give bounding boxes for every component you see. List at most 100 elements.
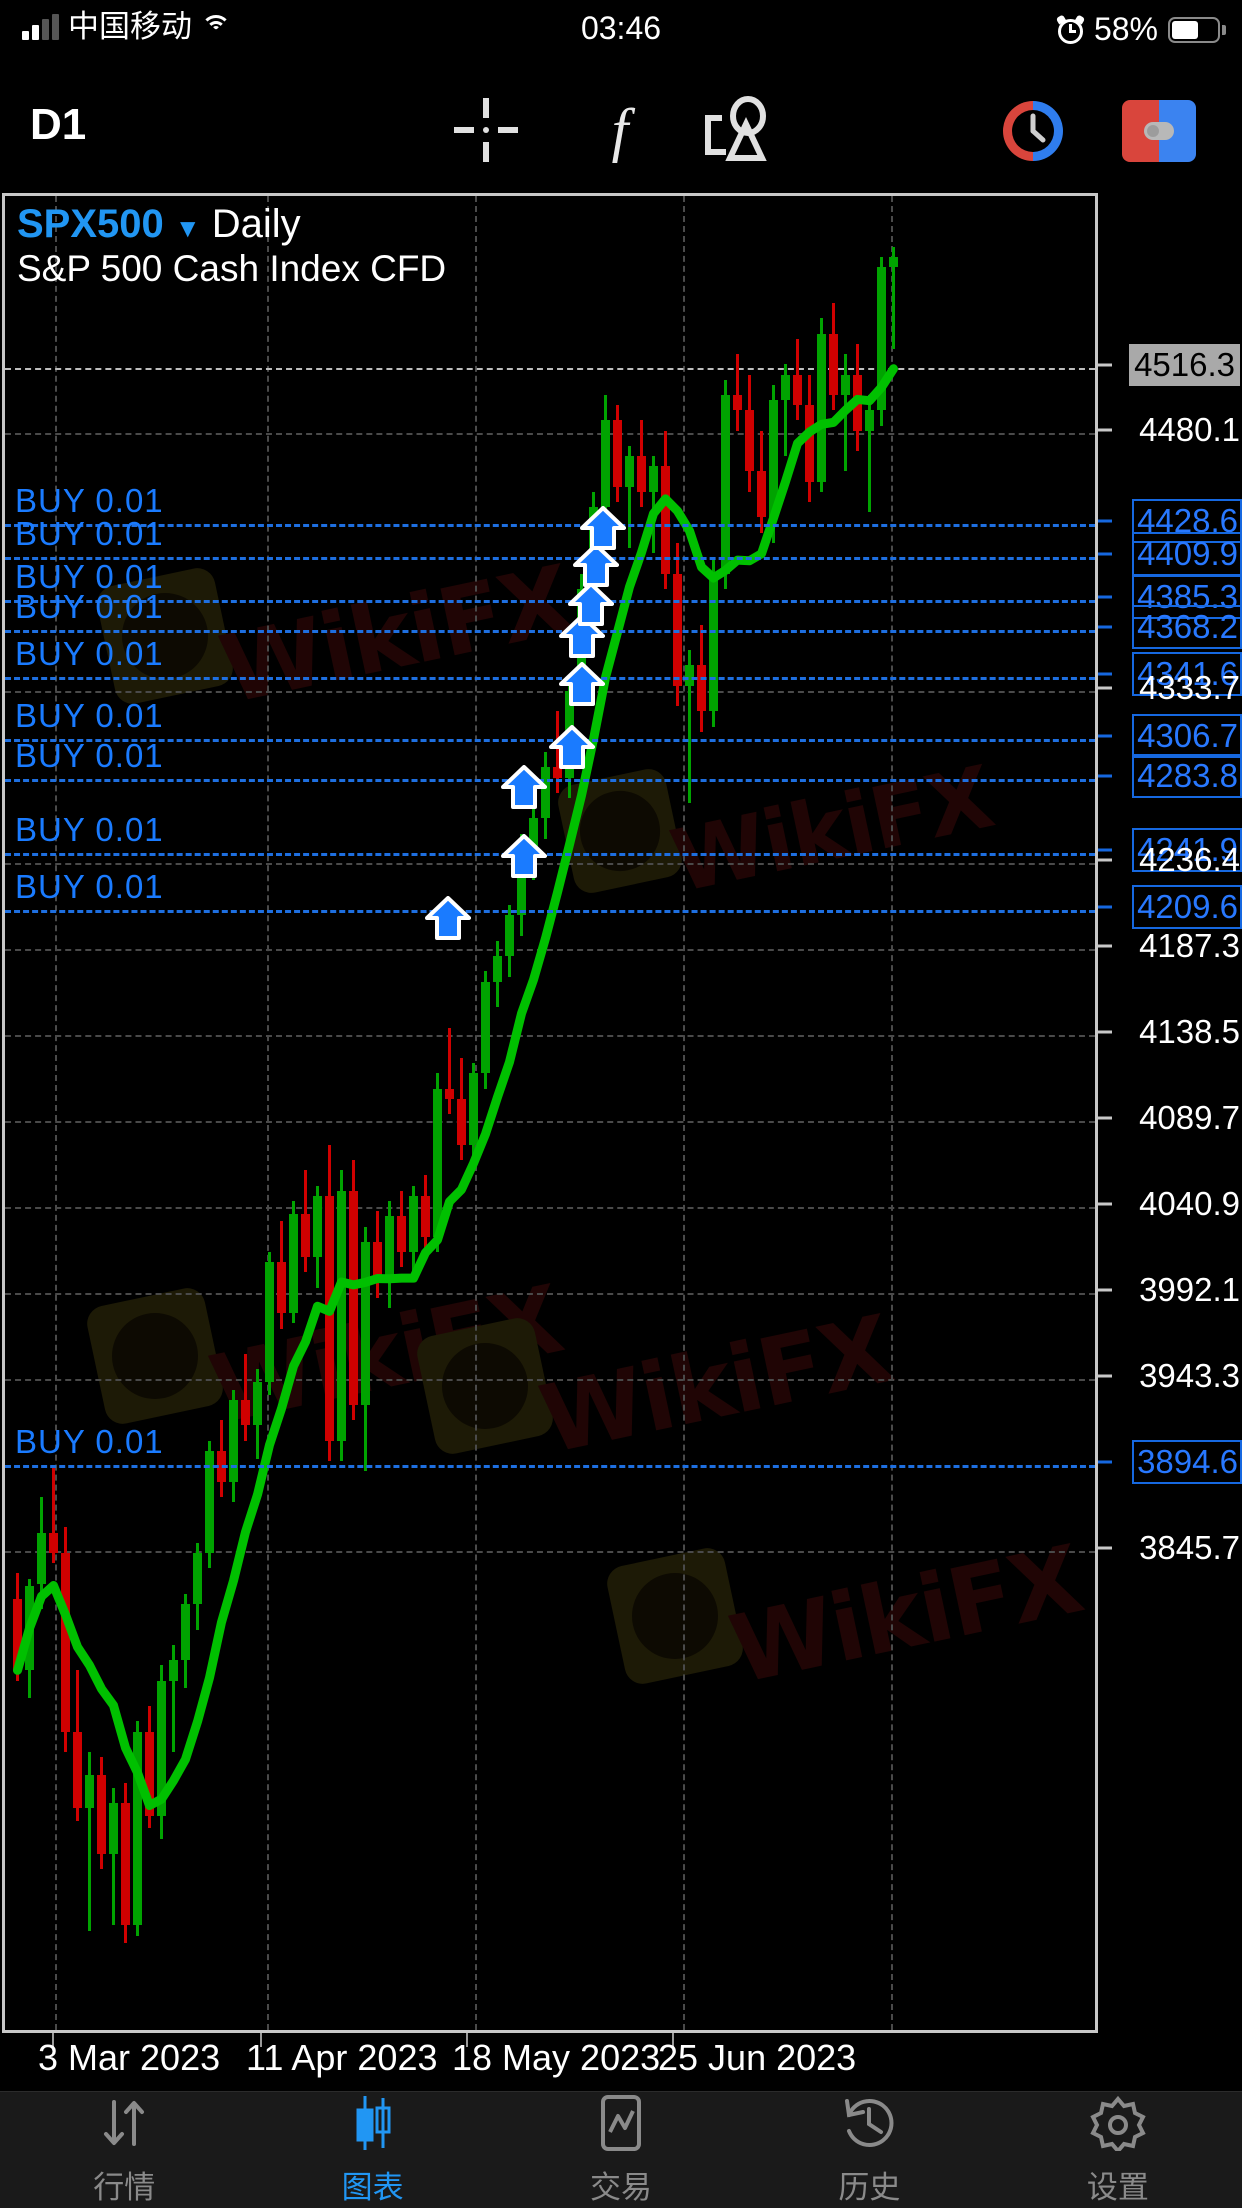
order-price-label[interactable]: 4368.2 bbox=[1132, 605, 1242, 649]
order-label[interactable]: BUY 0.01 bbox=[15, 515, 164, 552]
battery-icon bbox=[1168, 16, 1226, 43]
grid-line-vertical bbox=[55, 196, 57, 2030]
date-label: 18 May 2023 bbox=[452, 2037, 661, 2078]
status-bar: 中国移动 03:46 58% bbox=[0, 0, 1242, 66]
order-price-label[interactable]: 4241.9 bbox=[1132, 828, 1242, 872]
candle-body bbox=[97, 1774, 106, 1854]
candle-body bbox=[193, 1553, 202, 1604]
price-label: 4187.3 bbox=[1139, 927, 1240, 964]
candle-body bbox=[709, 573, 718, 712]
order-label[interactable]: BUY 0.01 bbox=[15, 811, 164, 848]
order-price-line[interactable] bbox=[5, 779, 1095, 782]
order-label[interactable]: BUY 0.01 bbox=[15, 697, 164, 734]
price-tick bbox=[1098, 1374, 1112, 1378]
buy-entry-arrow-icon[interactable] bbox=[573, 543, 619, 587]
candle-body bbox=[121, 1802, 130, 1926]
nav-item-history[interactable]: 历史 bbox=[745, 2092, 993, 2208]
trade-phone-icon bbox=[597, 2094, 645, 2152]
buy-entry-arrow-icon[interactable] bbox=[501, 834, 547, 878]
candle-wick bbox=[868, 394, 871, 513]
bottom-navigation[interactable]: 行情 图表 交易 历史 设置 bbox=[0, 2091, 1242, 2208]
price-tick bbox=[1098, 1030, 1112, 1034]
buy-entry-arrow-icon[interactable] bbox=[559, 662, 605, 706]
buy-entry-arrow-icon[interactable] bbox=[559, 614, 605, 658]
indicators-fx-icon[interactable]: f bbox=[611, 97, 629, 163]
price-label: 3992.1 bbox=[1139, 1271, 1240, 1308]
buy-entry-arrow-icon[interactable] bbox=[501, 765, 547, 809]
crosshair-icon[interactable] bbox=[450, 94, 522, 166]
order-price-line[interactable] bbox=[5, 677, 1095, 680]
candle-body bbox=[421, 1195, 430, 1237]
chevron-down-icon[interactable]: ▼ bbox=[174, 213, 201, 243]
nav-item-charts[interactable]: 图表 bbox=[248, 2092, 496, 2208]
buy-entry-arrow-icon[interactable] bbox=[549, 725, 595, 769]
candle-body bbox=[841, 374, 850, 395]
order-label[interactable]: BUY 0.01 bbox=[15, 482, 164, 519]
date-tick bbox=[466, 2033, 468, 2047]
order-price-line[interactable] bbox=[5, 630, 1095, 633]
carrier-label: 中国移动 bbox=[68, 9, 192, 44]
order-price-line[interactable] bbox=[5, 557, 1095, 560]
order-price-line[interactable] bbox=[5, 600, 1095, 603]
objects-icon[interactable] bbox=[700, 94, 776, 166]
chart-plot-area[interactable]: WikiFX WikiFX WikiFX WikiFX WikiFX BUY 0.01 BU… bbox=[5, 196, 1095, 2030]
order-price-label[interactable]: 4409.9 bbox=[1132, 532, 1242, 576]
nav-item-settings[interactable]: 设置 bbox=[994, 2092, 1242, 2208]
order-label[interactable]: BUY 0.01 bbox=[15, 737, 164, 774]
order-price-label[interactable]: 3894.6 bbox=[1132, 1440, 1242, 1484]
candle-body bbox=[397, 1216, 406, 1252]
price-tick bbox=[1098, 848, 1112, 852]
order-price-label[interactable]: 4341.6 bbox=[1132, 652, 1242, 696]
order-price-line[interactable] bbox=[5, 910, 1095, 913]
timeframe-button[interactable]: D1 bbox=[30, 100, 87, 149]
order-price-label[interactable]: 4385.3 bbox=[1132, 575, 1242, 619]
candle-body bbox=[553, 767, 562, 778]
candle-wick bbox=[244, 1354, 247, 1441]
grid-line-horizontal bbox=[5, 863, 1095, 865]
chart-canvas[interactable]: WikiFX WikiFX WikiFX WikiFX WikiFX BUY 0.01 BU… bbox=[2, 193, 1098, 2033]
order-price-line[interactable] bbox=[5, 853, 1095, 856]
order-label[interactable]: BUY 0.01 bbox=[15, 635, 164, 672]
order-label[interactable]: BUY 0.01 bbox=[15, 588, 164, 625]
candle-body bbox=[73, 1731, 82, 1809]
battery-percent-label: 58% bbox=[1093, 11, 1158, 47]
symbol-row[interactable]: SPX500 ▼ Daily bbox=[17, 202, 301, 247]
price-label: 4333.7 bbox=[1139, 669, 1240, 706]
symbol-label[interactable]: SPX500 bbox=[17, 202, 164, 246]
nav-item-quotes[interactable]: 行情 bbox=[0, 2092, 248, 2208]
order-price-line[interactable] bbox=[5, 524, 1095, 527]
candle-body bbox=[157, 1680, 166, 1816]
order-price-label[interactable]: 4283.8 bbox=[1132, 754, 1242, 798]
candle-body bbox=[889, 257, 898, 268]
trade-toggle-icon[interactable] bbox=[1122, 100, 1196, 162]
candle-wick bbox=[172, 1644, 175, 1752]
buy-entry-arrow-icon[interactable] bbox=[425, 896, 471, 940]
order-label[interactable]: BUY 0.01 bbox=[15, 1423, 164, 1460]
candles-icon bbox=[346, 2094, 400, 2152]
price-tick bbox=[1098, 1202, 1112, 1206]
current-price-label[interactable]: 4516.3 bbox=[1129, 344, 1240, 386]
order-label[interactable]: BUY 0.01 bbox=[15, 868, 164, 905]
candle-body bbox=[805, 405, 814, 482]
candle-body bbox=[721, 394, 730, 574]
clock-icon[interactable] bbox=[1000, 98, 1066, 164]
buy-entry-arrow-icon[interactable] bbox=[580, 506, 626, 550]
candle-body bbox=[457, 1098, 466, 1145]
nav-item-trade[interactable]: 交易 bbox=[497, 2092, 745, 2208]
price-label: 3845.7 bbox=[1139, 1529, 1240, 1566]
order-label[interactable]: BUY 0.01 bbox=[15, 558, 164, 595]
grid-line-vertical bbox=[683, 196, 685, 2030]
order-price-line[interactable] bbox=[5, 739, 1095, 742]
candle-body bbox=[85, 1774, 94, 1809]
candle-body bbox=[433, 1088, 442, 1237]
candle-wick bbox=[448, 1027, 451, 1115]
order-price-label[interactable]: 4209.6 bbox=[1132, 885, 1242, 929]
order-price-label[interactable]: 4306.7 bbox=[1132, 714, 1242, 758]
price-label: 3943.3 bbox=[1139, 1357, 1240, 1394]
price-axis[interactable]: 4516.3 4480.1 4428.6 4409.9 4385.3 4368.2 4341… bbox=[1098, 193, 1242, 2033]
order-price-line[interactable] bbox=[5, 1465, 1095, 1468]
price-tick bbox=[1098, 595, 1112, 599]
buy-entry-arrow-icon[interactable] bbox=[568, 582, 614, 626]
grid-line-vertical bbox=[891, 196, 893, 2030]
candle-body bbox=[133, 1731, 142, 1926]
